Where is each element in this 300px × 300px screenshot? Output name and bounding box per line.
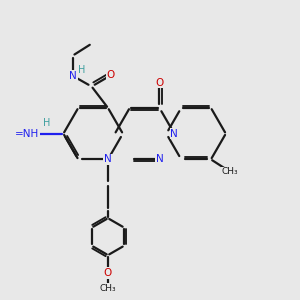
Text: O: O — [104, 268, 112, 278]
Text: =NH: =NH — [15, 129, 39, 139]
Text: H: H — [78, 64, 85, 75]
Text: N: N — [156, 154, 163, 164]
Text: N: N — [69, 71, 77, 81]
Text: CH₃: CH₃ — [100, 284, 116, 293]
Text: N: N — [104, 154, 112, 164]
Text: CH₃: CH₃ — [222, 167, 238, 176]
Text: N: N — [170, 129, 178, 139]
Text: H: H — [43, 118, 50, 128]
Text: O: O — [155, 78, 164, 88]
Text: O: O — [107, 70, 115, 80]
